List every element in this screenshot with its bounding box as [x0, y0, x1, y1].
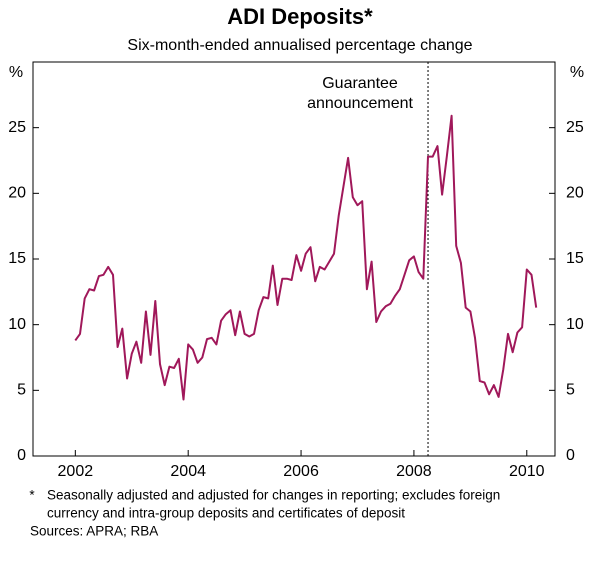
chart-title: ADI Deposits*	[227, 4, 373, 29]
x-tick-label: 2006	[283, 463, 319, 480]
x-tick-label: 2002	[58, 463, 94, 480]
y2-tick-label: 0	[566, 447, 575, 464]
x-tick-label: 2010	[509, 463, 545, 480]
y-tick-label: 15	[8, 250, 26, 267]
y-tick-label: 10	[8, 316, 26, 333]
y2-axis-label: %	[570, 64, 584, 81]
y-tick-label: 20	[8, 185, 26, 202]
x-tick-label: 2004	[170, 463, 206, 480]
data-line	[74, 114, 538, 401]
y-tick-label: 25	[8, 119, 26, 136]
y-tick-label: 5	[17, 382, 26, 399]
y-axis-label: %	[9, 64, 23, 81]
y2-tick-label: 10	[566, 316, 584, 333]
annotation-text: announcement	[307, 95, 413, 112]
y2-tick-label: 25	[566, 119, 584, 136]
plot-frame	[32, 61, 556, 457]
y2-tick-label: 20	[566, 185, 584, 202]
x-tick-label: 2008	[396, 463, 432, 480]
sources: Sources: APRA; RBA	[30, 524, 158, 539]
footnote-line: currency and intra-group deposits and ce…	[47, 506, 405, 521]
chart-subtitle: Six-month-ended annualised percentage ch…	[127, 37, 472, 54]
footnote-line: Seasonally adjusted and adjusted for cha…	[47, 488, 500, 503]
y2-tick-label: 5	[566, 382, 575, 399]
y-tick-label: 0	[17, 447, 26, 464]
footnote-marker: *	[29, 488, 35, 503]
y2-tick-label: 15	[566, 250, 584, 267]
annotation-text: Guarantee	[322, 75, 398, 92]
